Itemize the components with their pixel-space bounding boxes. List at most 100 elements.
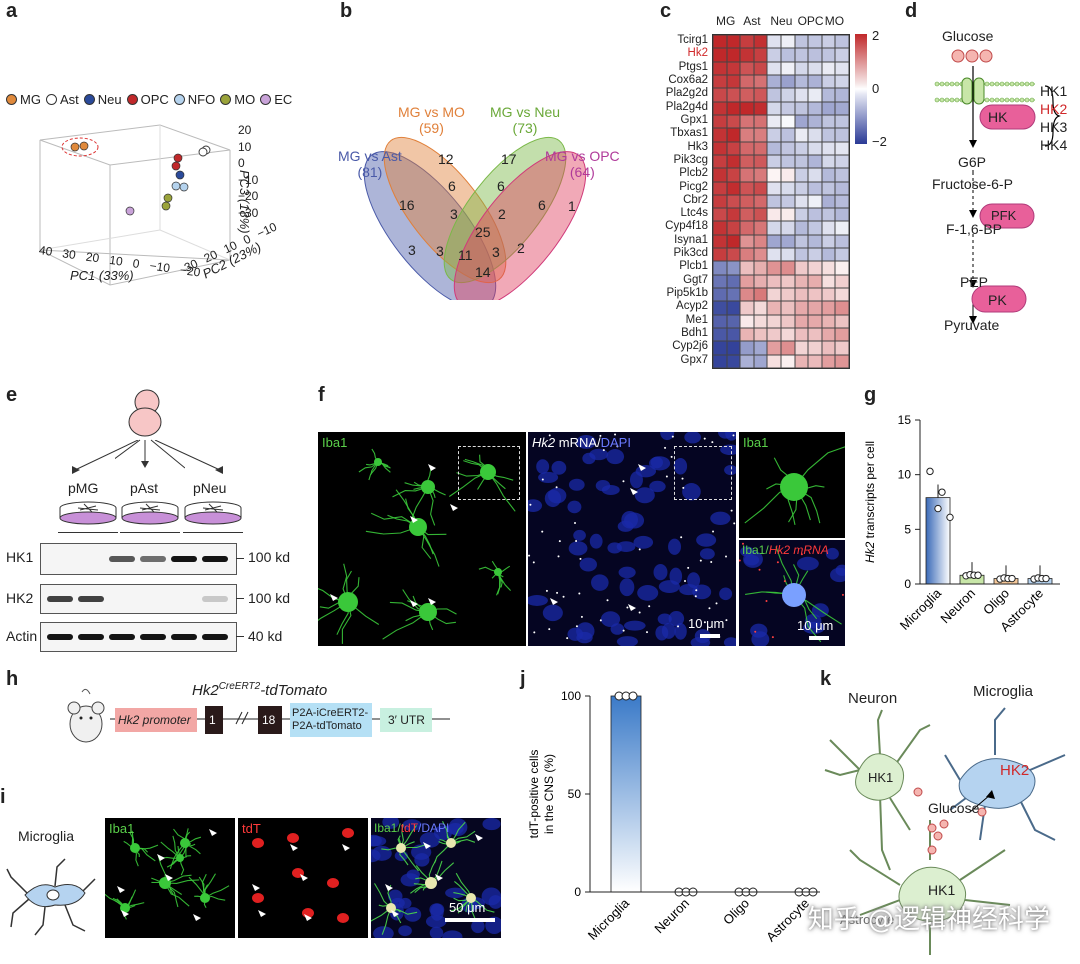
heatmap-cell — [781, 354, 795, 368]
heatmap-cell — [726, 341, 741, 355]
venn-count: 11 — [458, 247, 473, 263]
heatmap-cell — [835, 101, 849, 115]
heatmap-cell — [835, 181, 849, 195]
heatmap-cell — [726, 234, 741, 249]
astrocyte-label: Astrocyte — [840, 912, 895, 927]
heatmap-cell — [781, 248, 795, 262]
pc3-axis-label: PC3 (18%) — [237, 170, 252, 234]
panel-label-k: k — [820, 668, 832, 690]
pca-point-nfo — [171, 181, 181, 191]
heatmap-cell — [726, 35, 741, 49]
heatmap-cell — [794, 288, 809, 302]
chart-j: 0 50 100 tdT-positive cells in the CNS (%) Mi… — [527, 689, 820, 945]
hk2-microglia: HK2 — [1000, 762, 1030, 779]
heatmap-column-neu: Neu — [770, 14, 793, 28]
culture-dish — [120, 500, 180, 525]
heatmap-cell — [808, 154, 822, 169]
heatmap-cell — [794, 301, 809, 315]
heatmap-cell — [713, 221, 727, 235]
culture-dish — [183, 500, 243, 525]
heatmap-cell — [808, 274, 822, 289]
y-tick-label: 5 — [904, 522, 911, 536]
heatmap-cell — [808, 74, 822, 89]
heatmap-cell — [740, 35, 754, 49]
heatmap-cell — [781, 35, 795, 49]
heatmap-cell — [753, 354, 768, 368]
heatmap-cell — [781, 301, 795, 315]
venn-count: 17 — [501, 151, 517, 167]
hk-enzyme: HK — [988, 109, 1008, 125]
blot-band — [171, 556, 197, 562]
heatmap-cell — [740, 168, 754, 182]
heatmap-cell — [713, 35, 727, 49]
heatmap-cell — [781, 101, 795, 115]
heatmap-cell — [781, 288, 795, 302]
iba1-label: Iba1 — [322, 435, 348, 450]
isoform-hk1: HK1 — [1040, 83, 1068, 99]
heatmap-cell — [713, 248, 727, 262]
heatmap-cell — [794, 234, 809, 249]
tdt-cell — [337, 913, 349, 923]
x-tick-label: Neuron — [937, 586, 978, 627]
y-tick-label: 0 — [904, 577, 911, 591]
heatmap-cell — [726, 128, 741, 142]
heatmap-cell — [767, 128, 781, 142]
inset-iba1: Iba1 — [739, 432, 845, 538]
tdt-cell — [342, 828, 354, 838]
pc1-tick: 0 — [131, 256, 151, 273]
heatmap-cell — [767, 354, 781, 368]
data-point — [974, 571, 982, 579]
heatmap-gene-label: Pla2g2d — [665, 87, 708, 100]
heatmap-cell — [794, 274, 809, 289]
heatmap-cell — [753, 274, 768, 289]
heatmap-gene-label: Gpx7 — [680, 353, 709, 366]
heatmap-cell — [821, 61, 836, 75]
heatmap-cell — [713, 328, 727, 342]
heatmap-gene-label: Cox6a2 — [668, 73, 708, 86]
heatmap-cell — [821, 168, 836, 182]
heatmap-cell — [740, 248, 754, 262]
data-point — [934, 504, 942, 513]
heatmap-cell — [713, 154, 727, 169]
heatmap-cell — [808, 128, 822, 142]
heatmap-cell — [713, 74, 727, 89]
pca-point-opc — [173, 153, 183, 163]
culture-dish — [58, 500, 118, 525]
heatmap-cell — [726, 74, 741, 89]
panel-label-c: c — [660, 0, 672, 22]
blot-band — [78, 634, 104, 640]
heatmap-grid — [712, 34, 850, 369]
venn-count: 1 — [568, 198, 576, 214]
inset-iba1-label: Iba1 — [743, 435, 769, 450]
pc3-tick: 10 — [238, 139, 252, 154]
heatmap-cell — [835, 141, 849, 155]
heatmap-cell — [781, 48, 795, 62]
pca-point-mo — [161, 201, 171, 211]
f16bp-label: F-1,6-BP — [946, 221, 1003, 237]
tdt-cell — [327, 878, 339, 888]
blot-row-label: HK2 — [6, 590, 34, 606]
heatmap-gene-label: Bdh1 — [681, 327, 708, 340]
blot-membrane — [40, 622, 237, 652]
heatmap-cell — [767, 88, 781, 102]
heatmap-cell — [794, 48, 809, 62]
pca-point-nfo — [179, 182, 189, 192]
heatmap-cell — [726, 288, 741, 302]
heatmap-cell — [808, 114, 822, 129]
y-tick-label: 50 — [568, 787, 582, 801]
heatmap-cell — [740, 274, 754, 289]
watermark: 知乎 @逻辑神经科学 — [807, 905, 1050, 935]
heatmap-cell — [821, 101, 836, 115]
heatmap-cell — [753, 341, 768, 355]
x-tick-label: Microglia — [897, 585, 945, 633]
heatmap-cell — [821, 221, 836, 235]
heatmap-cell — [808, 234, 822, 249]
heatmap-cell — [835, 128, 849, 142]
heatmap-cell — [808, 314, 822, 329]
venn-count: 3 — [450, 206, 458, 222]
heatmap-cell — [726, 274, 741, 289]
x-tick-label: Astrocyte — [763, 896, 812, 945]
legend-item: EC — [260, 92, 292, 107]
heatmap-cell — [740, 194, 754, 209]
blot-band — [109, 634, 135, 640]
